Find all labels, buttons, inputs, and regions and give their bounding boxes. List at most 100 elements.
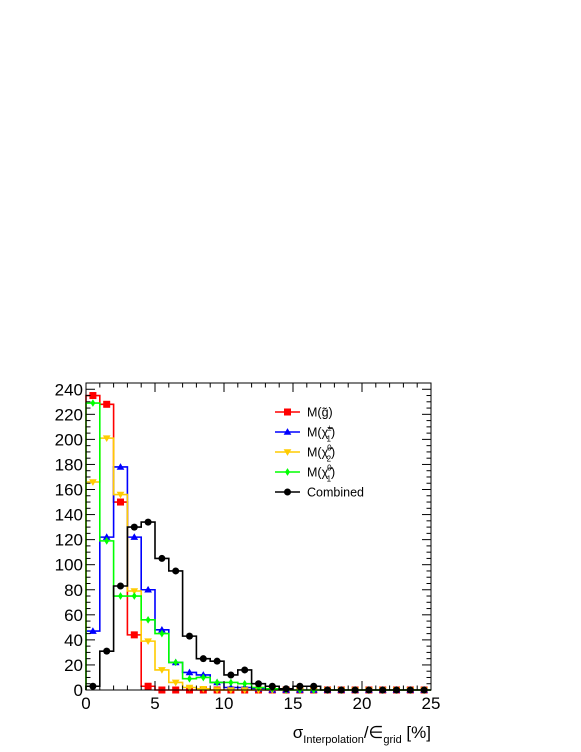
- series-0-point: [144, 682, 152, 690]
- series-2-point: [199, 685, 208, 693]
- y-tick-label: 100: [55, 556, 83, 575]
- x-tick-label: 20: [353, 694, 372, 713]
- y-tick-label: 240: [55, 380, 83, 399]
- series-2-point: [102, 435, 111, 442]
- legend-label: M(χ̃± 1): [307, 424, 335, 444]
- x-tick-label: 10: [215, 694, 234, 713]
- x-tick-label: 0: [81, 694, 90, 713]
- series-3-point: [214, 678, 220, 687]
- series-2-point: [116, 491, 125, 499]
- series-2: [85, 435, 431, 694]
- y-tick-label: 0: [74, 681, 83, 700]
- legend-label: Combined: [307, 486, 364, 500]
- x-tick-label: 15: [284, 694, 303, 713]
- series-2-point: [227, 687, 235, 694]
- series-line-1: [85, 466, 431, 691]
- series-2-point: [89, 479, 97, 486]
- legend-entry: M(χ̃0 2): [275, 444, 335, 464]
- legend-marker: [284, 408, 291, 416]
- series-line-0: [85, 394, 431, 691]
- plot-border: [85, 382, 432, 691]
- series-3-point: [242, 679, 248, 688]
- legend-marker: [285, 468, 290, 476]
- series-0: [85, 392, 431, 694]
- legend-marker: [283, 428, 292, 435]
- series-3-point: [187, 674, 192, 683]
- x-tick-label: 25: [422, 694, 441, 713]
- series-3-point: [256, 683, 261, 692]
- series-0-point: [89, 392, 97, 400]
- series-2-point: [158, 667, 166, 674]
- legend-entry: M(χ̃± 1): [275, 424, 335, 444]
- series-3-point: [131, 592, 137, 600]
- legend-entry: M(χ̃0 1): [275, 464, 335, 484]
- series-3-point: [104, 537, 110, 545]
- series-line-3: [85, 402, 431, 691]
- series-1-point: [185, 668, 194, 676]
- y-tick-label: 160: [55, 481, 83, 500]
- series-3-point: [173, 658, 179, 667]
- series-line-4: [85, 521, 431, 691]
- plot-frame: [85, 382, 432, 691]
- series-4-point: [186, 632, 193, 640]
- series-line-2: [85, 437, 431, 691]
- y-tick-label: 120: [55, 531, 83, 550]
- series-2-point: [171, 679, 180, 687]
- legend-marker: [283, 449, 292, 456]
- series-3-point: [159, 629, 165, 638]
- legend-marker: [284, 488, 291, 496]
- series-0-point: [117, 498, 124, 506]
- series-4-point: [172, 567, 180, 575]
- y-tick-label: 40: [64, 631, 83, 650]
- series-4-point: [268, 682, 276, 690]
- series-4-point: [241, 666, 249, 674]
- legend-label: M(χ̃0 2): [307, 444, 335, 464]
- series-4-point: [103, 647, 111, 655]
- series-4-point: [296, 682, 304, 690]
- series-4-point: [213, 657, 221, 665]
- legend: M(g̃) M(χ̃± 1)M(χ̃0 2)M(χ̃0 1) Combined: [275, 406, 364, 500]
- series-0-point: [103, 400, 111, 408]
- series-3-point: [200, 673, 206, 682]
- series-2-point: [213, 687, 221, 694]
- series-1-point: [130, 533, 139, 540]
- y-tick-label: 20: [64, 656, 83, 675]
- series-3-point: [145, 615, 151, 624]
- series-4-point: [144, 518, 152, 526]
- x-axis-title: σInterpolation/∈grid [%]: [293, 723, 431, 746]
- series-4-point: [117, 582, 124, 590]
- histogram-series-group: [85, 392, 431, 694]
- series-2-point: [144, 638, 152, 645]
- series-2-point: [240, 687, 249, 694]
- legend-label: M(χ̃0 1): [307, 464, 335, 484]
- series-4-point: [282, 685, 290, 693]
- series-3-point: [118, 592, 123, 600]
- legend-entry: Combined: [275, 486, 364, 500]
- series-4-point: [199, 655, 207, 663]
- series-1-point: [102, 533, 111, 540]
- series-3-point: [90, 399, 96, 407]
- series-4-point: [310, 682, 318, 690]
- series-1: [85, 463, 431, 693]
- series-1-point: [116, 463, 125, 470]
- y-tick-label: 220: [55, 405, 83, 424]
- series-4-point: [89, 682, 97, 690]
- axis-ticks: 0 5 10 15 20 25 0 20 40 60 80 100 120 140 160 180 200 220…: [55, 380, 441, 713]
- series-4: [85, 518, 431, 694]
- x-tick-label: 5: [150, 694, 159, 713]
- y-tick-label: 80: [64, 581, 83, 600]
- y-tick-label: 180: [55, 455, 83, 474]
- legend-label: M(g̃): [307, 406, 333, 420]
- legend-entry: M(g̃): [275, 406, 333, 420]
- y-tick-label: 60: [64, 606, 83, 625]
- series-1-point: [158, 626, 166, 633]
- series-4-point: [130, 523, 138, 531]
- series-4-point: [227, 671, 235, 679]
- series-2-point: [185, 684, 194, 692]
- series-0-point: [130, 631, 138, 639]
- series-1-point: [89, 627, 97, 634]
- series-4-point: [158, 554, 166, 562]
- series-3-point: [228, 678, 234, 687]
- series-4-point: [255, 680, 262, 688]
